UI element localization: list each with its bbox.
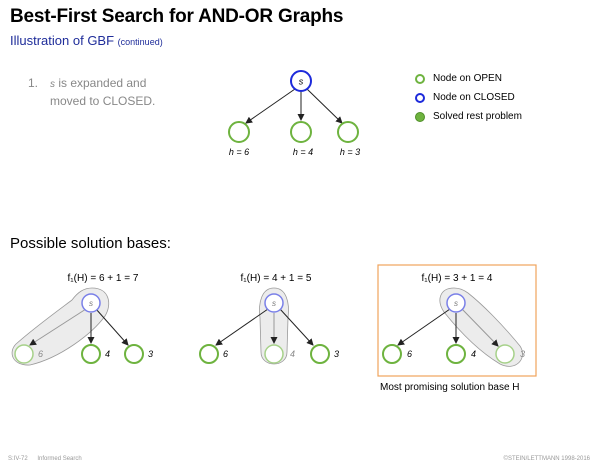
base-3-edge-left xyxy=(397,308,451,346)
base-2-root-label: s xyxy=(272,299,276,308)
base-1-edge-left xyxy=(29,308,87,346)
top-edge-right xyxy=(306,88,343,124)
top-child-label-2: h = 4 xyxy=(293,147,313,157)
top-edge-left xyxy=(245,88,296,124)
base-3-child-node-1 xyxy=(382,344,402,364)
base-3-edge-right xyxy=(461,308,499,347)
base-3-child-label-2: 4 xyxy=(471,349,476,359)
legend-label-closed: Node on CLOSED xyxy=(433,92,515,103)
solution-base-1: f₁(H) = 6 + 1 = 7 s 6 4 3 xyxy=(11,273,153,366)
subtitle-text: Illustration of GBF xyxy=(10,33,115,48)
most-promising-caption: Most promising solution base H xyxy=(380,382,520,393)
base-2-child-node-1 xyxy=(199,344,219,364)
solution-base-3: f₁(H) = 3 + 1 = 4 s 6 4 3 xyxy=(382,273,525,367)
page-subtitle: Illustration of GBF (continued) xyxy=(10,33,163,48)
base-1-formula: f₁(H) = 6 + 1 = 7 xyxy=(68,273,139,284)
legend-item-closed: Node on CLOSED xyxy=(415,88,522,107)
base-1-root-node xyxy=(81,293,101,313)
base-2-child-label-1: 6 xyxy=(223,349,228,359)
top-child-node-1 xyxy=(228,121,250,143)
footer-topic: Informed Search xyxy=(37,456,82,462)
base-2-edge-left xyxy=(215,308,269,346)
legend-label-solved: Solved rest problem xyxy=(433,111,522,122)
base-2-root-node xyxy=(264,293,284,313)
base-3-root-node xyxy=(446,293,466,313)
step-text-line2: moved to CLOSED. xyxy=(50,94,156,108)
base-2-child-label-3: 3 xyxy=(334,349,339,359)
legend: Node on OPEN Node on CLOSED Solved rest … xyxy=(415,69,522,126)
base-2-edge-right xyxy=(279,308,314,346)
base-1-child-label-1: 6 xyxy=(38,349,43,359)
open-node-icon xyxy=(415,73,425,84)
top-child-node-2 xyxy=(290,121,312,143)
subtitle-note: (continued) xyxy=(117,37,163,47)
footer-left: S:IV-72 Informed Search xyxy=(8,456,90,462)
step-number: 1. xyxy=(28,76,39,90)
top-root-node xyxy=(290,70,312,92)
base-3-child-label-1: 6 xyxy=(407,349,412,359)
solution-base-2: f₁(H) = 4 + 1 = 5 s 6 4 3 xyxy=(199,273,339,365)
base-2-child-node-2 xyxy=(264,344,284,364)
top-child-node-3 xyxy=(337,121,359,143)
top-root-label: s xyxy=(299,77,304,87)
closed-node-icon xyxy=(415,92,425,103)
base-3-formula: f₁(H) = 3 + 1 = 4 xyxy=(422,273,493,284)
top-child-label-3: h = 3 xyxy=(340,147,360,157)
footer-copyright: ©STEIN/LETTMANN 1998-2016 xyxy=(503,456,590,462)
base-1-edge-right xyxy=(95,308,129,346)
base-3-child-node-3 xyxy=(495,344,515,364)
base-3-child-label-3: 3 xyxy=(520,349,525,359)
solved-node-icon xyxy=(415,111,425,122)
step-variable: s xyxy=(50,79,55,90)
top-child-label-1: h = 6 xyxy=(229,147,249,157)
base-1-child-label-3: 3 xyxy=(148,349,153,359)
base-1-child-label-2: 4 xyxy=(105,349,110,359)
step-text-line1: is expanded and xyxy=(55,76,147,90)
legend-item-open: Node on OPEN xyxy=(415,69,522,88)
step-description: 1. s is expanded and moved to CLOSED. xyxy=(28,75,155,109)
footer-code: S:IV-72 xyxy=(8,456,28,462)
base-2-formula: f₁(H) = 4 + 1 = 5 xyxy=(241,273,312,284)
legend-item-solved: Solved rest problem xyxy=(415,107,522,126)
base-2-child-label-2: 4 xyxy=(290,349,295,359)
base-3-child-node-2 xyxy=(446,344,466,364)
base-1-child-node-2 xyxy=(81,344,101,364)
page-title: Best-First Search for AND-OR Graphs xyxy=(10,6,344,27)
section-heading: Possible solution bases: xyxy=(10,235,171,252)
base-1-child-node-1 xyxy=(14,344,34,364)
base-3-root-label: s xyxy=(454,299,458,308)
most-promising-box xyxy=(377,264,537,377)
top-tree: s h = 6 h = 4 h = 3 xyxy=(228,70,360,157)
base-1-root-label: s xyxy=(89,299,93,308)
base-2-child-node-3 xyxy=(310,344,330,364)
legend-label-open: Node on OPEN xyxy=(433,73,502,84)
base-1-child-node-3 xyxy=(124,344,144,364)
